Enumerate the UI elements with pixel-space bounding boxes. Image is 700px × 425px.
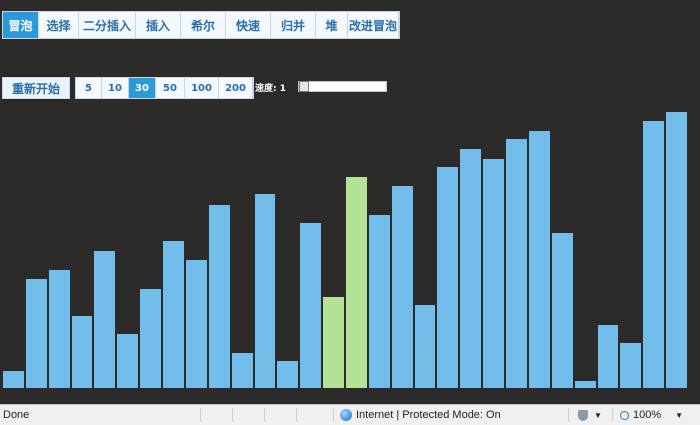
chevron-down-icon: ▼ bbox=[594, 410, 602, 420]
security-zone[interactable]: Internet | Protected Mode: On bbox=[340, 405, 501, 425]
status-divider bbox=[232, 408, 233, 422]
bar bbox=[459, 148, 483, 388]
tab-0[interactable]: 冒泡 bbox=[3, 12, 39, 38]
bar bbox=[527, 130, 551, 388]
tab-8[interactable]: 改进冒泡 bbox=[348, 12, 399, 38]
zoom-icon bbox=[620, 410, 629, 420]
tab-1[interactable]: 选择 bbox=[39, 12, 79, 38]
status-divider bbox=[296, 408, 297, 422]
bar-comparing bbox=[322, 296, 345, 388]
bar bbox=[184, 259, 208, 388]
bar bbox=[93, 250, 117, 388]
status-divider bbox=[333, 408, 334, 422]
bar bbox=[47, 269, 71, 388]
size-option-10[interactable]: 10 bbox=[102, 78, 129, 98]
size-option-100[interactable]: 100 bbox=[185, 78, 219, 98]
bar bbox=[253, 193, 277, 388]
size-option-30[interactable]: 30 bbox=[129, 78, 156, 98]
bar bbox=[596, 324, 620, 388]
status-divider bbox=[264, 408, 265, 422]
status-divider bbox=[200, 408, 201, 422]
bar bbox=[642, 120, 666, 388]
bar bbox=[550, 232, 574, 388]
bar bbox=[367, 214, 391, 388]
bar bbox=[573, 380, 597, 388]
size-option-200[interactable]: 200 bbox=[219, 78, 253, 98]
bar bbox=[413, 304, 437, 388]
bar bbox=[230, 352, 254, 388]
speed-label: 速度: 1 bbox=[255, 84, 286, 94]
bar bbox=[505, 138, 528, 388]
bar bbox=[276, 360, 300, 388]
array-size-selector: 5 10 30 50 100 200 bbox=[75, 77, 254, 99]
algorithm-tabs: 冒泡 选择 二分插入 插入 希尔 快速 归并堆改进冒泡 bbox=[2, 11, 400, 39]
tab-5[interactable]: 快速 bbox=[226, 12, 271, 38]
bar bbox=[207, 204, 231, 388]
bar bbox=[116, 333, 140, 388]
bar bbox=[139, 288, 163, 388]
status-divider bbox=[568, 408, 569, 422]
tab-2[interactable]: 二分插入 bbox=[79, 12, 136, 38]
bar bbox=[482, 158, 506, 388]
bar bbox=[162, 240, 185, 388]
status-text: Done bbox=[3, 409, 30, 421]
bar bbox=[70, 315, 94, 388]
browser-status-bar: Done Internet | Protected Mode: On ▼ 100… bbox=[0, 404, 700, 425]
tab-4[interactable]: 希尔 bbox=[181, 12, 226, 38]
bar bbox=[390, 185, 414, 388]
speed-slider[interactable] bbox=[298, 81, 387, 92]
bar bbox=[24, 278, 48, 388]
size-option-5[interactable]: 5 bbox=[76, 78, 102, 98]
bar bbox=[2, 370, 25, 388]
speed-slider-thumb[interactable] bbox=[299, 81, 309, 92]
zoom-level: 100% bbox=[633, 409, 662, 421]
zoom-control[interactable]: 100% ▼ bbox=[620, 405, 683, 425]
tab-7[interactable]: 堆 bbox=[316, 12, 348, 38]
chevron-down-icon: ▼ bbox=[675, 410, 684, 420]
bar bbox=[665, 111, 688, 388]
globe-icon bbox=[340, 409, 352, 421]
restart-button[interactable]: 重新开始 bbox=[2, 77, 70, 99]
security-zone-text: Internet | Protected Mode: On bbox=[356, 409, 501, 421]
tab-6[interactable]: 归并 bbox=[271, 12, 316, 38]
shield-icon bbox=[578, 409, 588, 421]
size-option-50[interactable]: 50 bbox=[156, 78, 185, 98]
protected-mode-menu[interactable]: ▼ bbox=[578, 405, 602, 425]
bars-area bbox=[2, 100, 688, 388]
status-divider bbox=[612, 408, 613, 422]
bar bbox=[619, 342, 643, 388]
tab-3[interactable]: 插入 bbox=[136, 12, 181, 38]
bar bbox=[299, 222, 323, 388]
bar bbox=[436, 166, 460, 388]
bar-comparing bbox=[345, 176, 368, 388]
